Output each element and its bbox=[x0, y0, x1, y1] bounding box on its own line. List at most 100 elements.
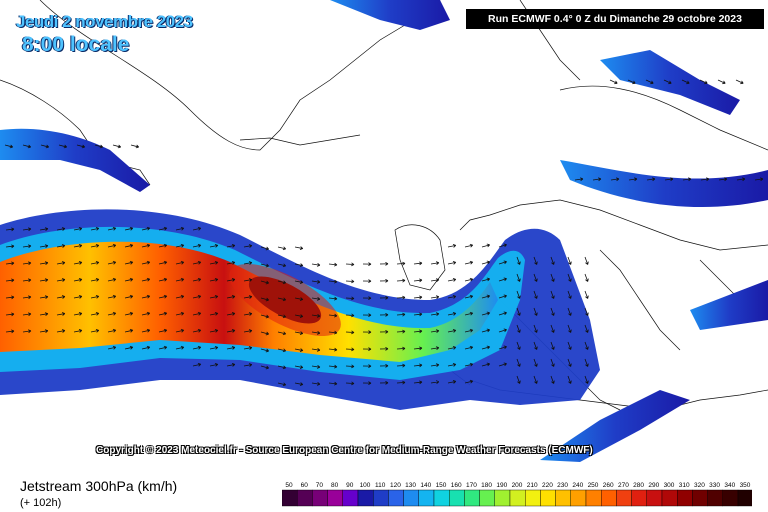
wind-arrow bbox=[175, 345, 185, 350]
wind-arrow bbox=[567, 307, 572, 316]
wind-arrow bbox=[226, 244, 236, 248]
wind-arrow bbox=[294, 297, 304, 301]
wind-arrow bbox=[39, 312, 49, 316]
wind-arrow bbox=[209, 362, 219, 367]
scale-swatch bbox=[661, 489, 678, 507]
wind-arrow bbox=[311, 314, 321, 318]
wind-arrow bbox=[430, 295, 440, 299]
wind-arrow bbox=[362, 330, 372, 334]
scale-tick-label: 90 bbox=[346, 482, 354, 489]
wind-arrow bbox=[141, 311, 151, 316]
jet-greenland bbox=[0, 128, 150, 192]
wind-arrow bbox=[22, 244, 32, 249]
wind-arrow bbox=[311, 365, 321, 369]
wind-arrow bbox=[516, 256, 521, 265]
wind-arrow bbox=[124, 345, 134, 350]
wind-arrow bbox=[294, 314, 304, 318]
wind-arrow bbox=[4, 144, 14, 149]
wind-arrow bbox=[328, 364, 338, 369]
scale-swatch bbox=[722, 489, 739, 507]
wind-arrow bbox=[567, 341, 572, 350]
wind-arrow bbox=[345, 347, 355, 352]
wind-arrow bbox=[584, 341, 589, 350]
scale-swatch bbox=[494, 489, 511, 507]
wind-arrow bbox=[379, 261, 389, 266]
wind-arrow bbox=[516, 273, 521, 282]
wind-arrow bbox=[5, 295, 15, 300]
wind-arrow bbox=[328, 296, 338, 301]
wind-arrow bbox=[94, 144, 104, 149]
wind-arrow bbox=[550, 324, 555, 333]
scale-swatch bbox=[479, 489, 496, 507]
wind-arrow bbox=[464, 294, 474, 299]
footer: Jetstream 300hPa (km/h) (+ 102h) 50 60 70 8… bbox=[0, 466, 768, 512]
wind-arrow bbox=[628, 177, 638, 182]
wind-arrow bbox=[481, 260, 490, 265]
scale-tick-label: 180 bbox=[481, 482, 492, 489]
wind-arrow bbox=[56, 261, 66, 265]
wind-arrow bbox=[124, 260, 134, 265]
scale-tick-label: 280 bbox=[633, 482, 644, 489]
wind-arrow bbox=[447, 278, 457, 282]
wind-arrow bbox=[226, 278, 236, 282]
wind-arrow bbox=[294, 280, 304, 284]
color-scale: 50 60 70 80 90 100 110 120 130 140 150 160 170 180 190… bbox=[282, 482, 752, 507]
wind-arrow bbox=[516, 307, 521, 316]
wind-arrow bbox=[481, 294, 490, 299]
wind-arrow bbox=[294, 365, 304, 369]
wind-arrow bbox=[498, 277, 507, 282]
wind-arrow bbox=[413, 363, 423, 368]
wind-arrow bbox=[567, 256, 572, 265]
wind-arrow bbox=[430, 329, 440, 333]
product-title: Jetstream 300hPa (km/h) bbox=[20, 478, 178, 494]
wind-arrow bbox=[5, 312, 15, 317]
wind-arrow bbox=[5, 244, 15, 249]
wind-arrow bbox=[226, 312, 236, 316]
wind-arrow bbox=[294, 331, 304, 335]
wind-arrow bbox=[107, 277, 117, 282]
wind-arrow bbox=[481, 311, 490, 316]
wind-arrow bbox=[141, 328, 151, 333]
wind-arrow bbox=[158, 260, 168, 265]
wind-arrow bbox=[22, 295, 32, 300]
scale-tick-label: 300 bbox=[664, 482, 675, 489]
wind-arrow bbox=[73, 261, 83, 265]
wind-arrow bbox=[533, 290, 538, 299]
wind-arrow bbox=[56, 227, 66, 231]
wind-arrow bbox=[584, 290, 589, 299]
scale-tick-label: 100 bbox=[360, 482, 371, 489]
wind-arrow bbox=[141, 226, 151, 231]
wind-arrow bbox=[243, 346, 253, 350]
forecast-local-time: 8:00 locale bbox=[22, 33, 130, 56]
wind-arrow bbox=[533, 324, 538, 333]
wind-arrow bbox=[567, 324, 572, 333]
wind-arrow bbox=[498, 294, 507, 299]
scale-tick-label: 220 bbox=[542, 482, 553, 489]
wind-arrow bbox=[226, 295, 236, 299]
wind-arrow bbox=[107, 226, 117, 231]
wind-arrow bbox=[175, 260, 185, 265]
wind-arrow bbox=[516, 290, 521, 299]
wind-arrow bbox=[430, 261, 440, 265]
wind-arrow bbox=[277, 382, 287, 387]
wind-arrow bbox=[345, 296, 355, 301]
copyright-notice: Copyright © 2023 Meteociel.fr - Source E… bbox=[96, 445, 593, 456]
wind-arrow bbox=[311, 297, 321, 301]
scale-swatch bbox=[692, 489, 708, 507]
wind-arrow bbox=[107, 345, 117, 350]
wind-arrow bbox=[533, 375, 538, 384]
wind-arrow bbox=[5, 227, 15, 232]
wind-arrow bbox=[141, 345, 151, 350]
wind-arrow bbox=[124, 294, 134, 299]
wind-arrow bbox=[464, 379, 474, 384]
wind-arrow bbox=[345, 313, 355, 318]
wind-arrow bbox=[209, 243, 219, 248]
wind-arrow bbox=[413, 295, 423, 300]
wind-arrow bbox=[627, 79, 636, 85]
scale-swatch bbox=[601, 489, 617, 507]
scale-tick-label: 150 bbox=[436, 482, 447, 489]
wind-arrow bbox=[498, 362, 507, 367]
scale-swatch bbox=[433, 489, 450, 507]
wind-arrow bbox=[124, 243, 134, 248]
wind-arrow bbox=[413, 380, 423, 385]
